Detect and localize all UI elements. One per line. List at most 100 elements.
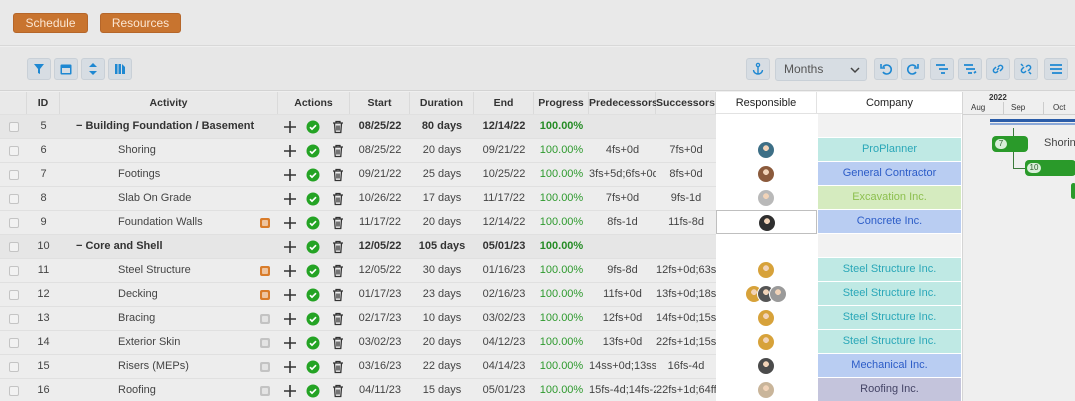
add-icon[interactable] xyxy=(282,311,298,327)
responsible-cell[interactable] xyxy=(716,330,817,354)
responsible-cell[interactable] xyxy=(716,282,817,306)
company-cell[interactable]: Roofing Inc. xyxy=(818,378,961,401)
add-icon[interactable] xyxy=(282,383,298,399)
row-activity[interactable]: − Building Foundation / Basement xyxy=(76,120,255,132)
row-checkbox[interactable] xyxy=(9,314,19,324)
trash-icon[interactable] xyxy=(330,143,346,159)
resources-button[interactable]: Resources xyxy=(100,13,181,33)
complete-icon[interactable] xyxy=(305,143,321,159)
group-row[interactable]: 10 − Core and Shell 12/05/22 105 days 05/01/… xyxy=(0,234,716,258)
avatar[interactable] xyxy=(758,214,776,232)
row-checkbox[interactable] xyxy=(9,266,19,276)
row-checkbox[interactable] xyxy=(9,146,19,156)
trash-icon[interactable] xyxy=(330,383,346,399)
task-row[interactable]: 12 Decking 01/17/23 23 days 02/16/23 100.00% 1… xyxy=(0,282,716,306)
group-row[interactable]: 5 − Building Foundation / Basement 08/25/2… xyxy=(0,114,716,138)
header-end[interactable]: End xyxy=(474,92,534,114)
add-icon[interactable] xyxy=(282,167,298,183)
collapse-button[interactable] xyxy=(1044,58,1068,80)
company-cell[interactable]: ProPlanner xyxy=(818,138,961,161)
responsible-cell[interactable] xyxy=(716,258,817,282)
header-company[interactable]: Company xyxy=(817,92,962,114)
sort-button[interactable] xyxy=(81,58,105,80)
note-icon[interactable] xyxy=(260,290,270,300)
note-icon[interactable] xyxy=(260,362,270,372)
task-row[interactable]: 9 Foundation Walls 11/17/22 20 days 12/14/22… xyxy=(0,210,716,234)
complete-icon[interactable] xyxy=(305,191,321,207)
note-icon[interactable] xyxy=(260,218,270,228)
row-checkbox[interactable] xyxy=(9,338,19,348)
add-icon[interactable] xyxy=(282,263,298,279)
add-icon[interactable] xyxy=(282,335,298,351)
complete-icon[interactable] xyxy=(305,263,321,279)
row-activity[interactable]: Foundation Walls xyxy=(118,216,203,228)
note-icon[interactable] xyxy=(260,266,270,276)
task-row[interactable]: 16 Roofing 04/11/23 15 days 05/01/23 100.00% 1… xyxy=(0,378,716,401)
complete-icon[interactable] xyxy=(305,311,321,327)
company-cell[interactable]: Concrete Inc. xyxy=(818,210,961,233)
note-icon[interactable] xyxy=(260,338,270,348)
row-activity[interactable]: Exterior Skin xyxy=(118,336,181,348)
trash-icon[interactable] xyxy=(330,167,346,183)
row-activity[interactable]: Shoring xyxy=(118,144,156,156)
responsible-cell[interactable] xyxy=(716,354,817,378)
complete-icon[interactable] xyxy=(305,215,321,231)
header-id[interactable]: ID xyxy=(27,92,60,114)
row-checkbox[interactable] xyxy=(9,362,19,372)
header-successors[interactable]: Successors xyxy=(656,92,716,114)
add-icon[interactable] xyxy=(282,143,298,159)
row-activity[interactable]: Bracing xyxy=(118,312,156,324)
responsible-cell[interactable] xyxy=(716,210,817,234)
add-icon[interactable] xyxy=(282,287,298,303)
company-cell[interactable]: General Contractor xyxy=(818,162,961,185)
row-activity[interactable]: Slab On Grade xyxy=(118,192,192,204)
avatar[interactable] xyxy=(757,309,775,327)
company-cell[interactable]: Excavation Inc. xyxy=(818,186,961,209)
note-icon[interactable] xyxy=(260,314,270,324)
timescale-select[interactable]: Months xyxy=(775,58,867,81)
calendar-button[interactable] xyxy=(54,58,78,80)
complete-icon[interactable] xyxy=(305,167,321,183)
complete-icon[interactable] xyxy=(305,239,321,255)
row-checkbox[interactable] xyxy=(9,122,19,132)
complete-icon[interactable] xyxy=(305,119,321,135)
complete-icon[interactable] xyxy=(305,287,321,303)
row-checkbox[interactable] xyxy=(9,290,19,300)
trash-icon[interactable] xyxy=(330,311,346,327)
row-activity[interactable]: Roofing xyxy=(118,384,156,396)
complete-icon[interactable] xyxy=(305,359,321,375)
responsible-cell[interactable] xyxy=(716,306,817,330)
company-cell[interactable]: Steel Structure Inc. xyxy=(818,282,961,305)
company-cell[interactable]: Mechanical Inc. xyxy=(818,354,961,377)
complete-icon[interactable] xyxy=(305,383,321,399)
unlink-button[interactable] xyxy=(1014,58,1038,80)
trash-icon[interactable] xyxy=(330,287,346,303)
avatar[interactable] xyxy=(769,285,787,303)
row-activity[interactable]: Steel Structure xyxy=(118,264,191,276)
trash-icon[interactable] xyxy=(330,191,346,207)
company-cell[interactable] xyxy=(818,114,961,137)
row-checkbox[interactable] xyxy=(9,386,19,396)
responsible-cell[interactable] xyxy=(716,186,817,210)
redo-button[interactable] xyxy=(901,58,925,80)
avatar[interactable] xyxy=(757,141,775,159)
responsible-cell[interactable] xyxy=(716,378,817,401)
responsible-cell[interactable] xyxy=(716,162,817,186)
schedule-button[interactable]: Schedule xyxy=(13,13,88,33)
trash-icon[interactable] xyxy=(330,263,346,279)
task-row[interactable]: 11 Steel Structure 12/05/22 30 days 01/16/23… xyxy=(0,258,716,282)
avatar[interactable] xyxy=(757,165,775,183)
add-icon[interactable] xyxy=(282,191,298,207)
header-progress[interactable]: Progress xyxy=(534,92,589,114)
header-responsible[interactable]: Responsible xyxy=(716,92,817,114)
company-cell[interactable] xyxy=(818,234,961,257)
trash-icon[interactable] xyxy=(330,119,346,135)
company-cell[interactable]: Steel Structure Inc. xyxy=(818,330,961,353)
header-start[interactable]: Start xyxy=(350,92,410,114)
header-activity[interactable]: Activity xyxy=(60,92,278,114)
avatar[interactable] xyxy=(757,189,775,207)
add-icon[interactable] xyxy=(282,359,298,375)
row-checkbox[interactable] xyxy=(9,218,19,228)
anchor-button[interactable] xyxy=(746,58,770,80)
row-checkbox[interactable] xyxy=(9,194,19,204)
